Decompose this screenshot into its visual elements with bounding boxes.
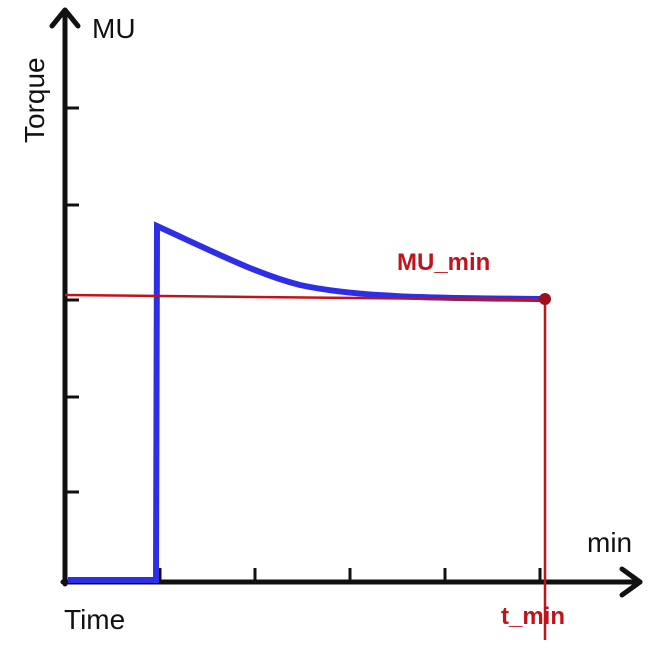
mu-min-line: [64, 293, 546, 302]
t-min-label: t_min: [501, 603, 565, 630]
torque-curve: [68, 221, 546, 583]
y-arrow: [49, 7, 81, 29]
x-label: Time: [64, 604, 125, 635]
mu-min-label: MU_min: [397, 249, 490, 276]
x-unit: min: [587, 527, 632, 558]
min-point: [539, 293, 551, 305]
axes: [49, 7, 643, 598]
y-unit: MU: [92, 13, 136, 44]
ticks: [65, 106, 542, 582]
x-arrow: [619, 566, 643, 598]
y-label: Torque: [19, 57, 50, 143]
